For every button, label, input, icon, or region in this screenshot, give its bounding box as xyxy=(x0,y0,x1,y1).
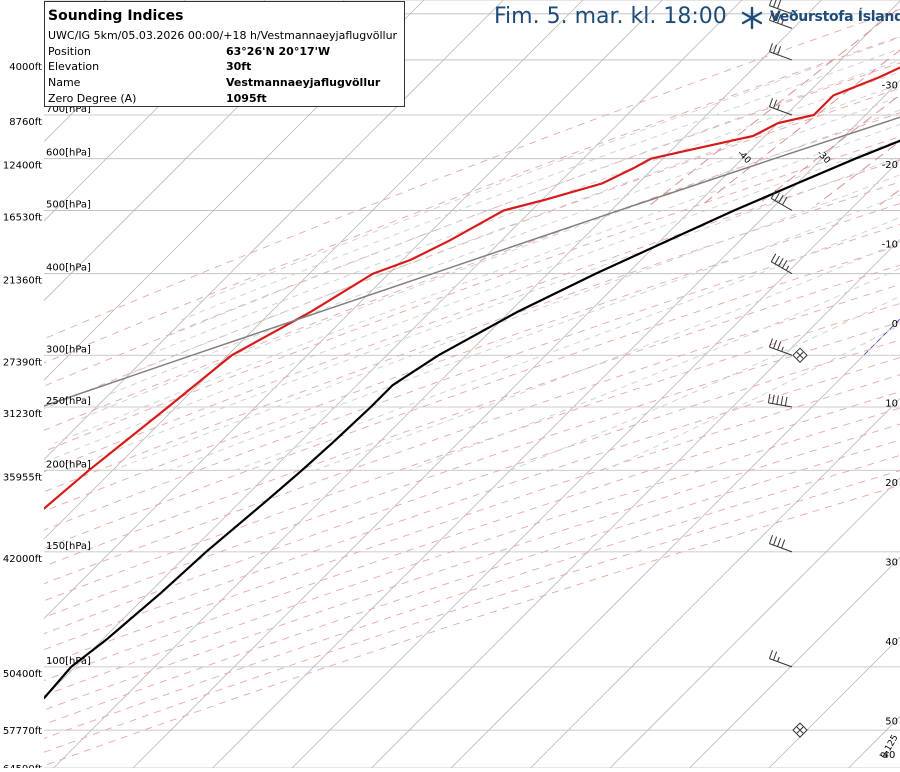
pressure-label: 600[hPa] xyxy=(46,148,91,159)
temperature-tick-label-right: -30 xyxy=(882,81,898,92)
barb-flag xyxy=(769,339,772,347)
pressure-label: 150[hPa] xyxy=(46,541,91,552)
barb-flag xyxy=(773,395,775,404)
info-value: Vestmannaeyjaflugvöllur xyxy=(226,76,380,89)
snowflake-logo-icon xyxy=(738,5,766,31)
altitude-label: 21360ft xyxy=(3,276,42,287)
wind-barb xyxy=(769,43,792,60)
barb-half-flag xyxy=(782,347,784,352)
barb-flag xyxy=(777,395,779,404)
info-label: Zero Degree (A) xyxy=(48,92,136,105)
altitude-label: 42000ft xyxy=(3,554,42,565)
altitude-label: 31230ft xyxy=(3,409,42,420)
info-value: 63°26'N 20°17'W xyxy=(226,45,330,58)
info-label: Position xyxy=(48,45,91,58)
barb-half-flag xyxy=(778,105,780,110)
info-value: 1095ft xyxy=(226,92,267,105)
info-row-zero-degree: Zero Degree (A) 1095ft xyxy=(48,92,403,108)
wind-barb xyxy=(768,394,792,407)
wind-barb xyxy=(769,535,792,552)
info-label: Name xyxy=(48,76,80,89)
pressure-label: 500[hPa] xyxy=(46,199,91,210)
altitude-label: 50400ft xyxy=(3,669,42,680)
mixing-ratio-label: 0.125 xyxy=(879,733,900,760)
panel-title: Sounding Indices xyxy=(48,8,183,24)
altitude-label: 12400ft xyxy=(3,161,42,172)
barb-flag xyxy=(774,0,777,7)
pressure-label: 300[hPa] xyxy=(46,344,91,355)
altitude-label: 35955ft xyxy=(3,472,42,483)
barb-flag xyxy=(769,98,772,106)
temperature-tick-label-right: -20 xyxy=(882,160,898,171)
barb-flag xyxy=(769,535,772,543)
temperature-tick-label-right: -10 xyxy=(882,240,898,251)
temperature-tick-label-right: 0 xyxy=(892,319,898,330)
moist-adiabat xyxy=(409,14,900,471)
pressure-label: 400[hPa] xyxy=(46,263,91,274)
panel-subtitle: UWC/IG 5km/05.03.2026 00:00/+18 h/Vestma… xyxy=(48,29,397,42)
barb-flag xyxy=(782,540,785,548)
temperature-tick-label-right: 50 xyxy=(885,717,898,728)
barb-flag xyxy=(778,538,781,546)
barb-flag xyxy=(775,193,780,201)
pressure-label: 100[hPa] xyxy=(46,656,91,667)
forecast-time-headline: Fim. 5. mar. kl. 18:00 xyxy=(494,4,727,29)
barb-staff xyxy=(769,544,792,552)
sounding-indices-panel: Sounding Indices UWC/IG 5km/05.03.2026 0… xyxy=(44,1,405,107)
barb-flag xyxy=(769,0,772,6)
info-row-elevation: Elevation 30ft xyxy=(48,60,403,76)
barb-flag xyxy=(779,195,784,203)
max-wind-marker xyxy=(793,723,807,737)
altitude-label: 64590ft xyxy=(3,764,42,768)
barb-staff xyxy=(769,659,792,667)
tropopause-marker xyxy=(793,348,807,362)
barb-flag xyxy=(785,397,787,406)
barb-flag xyxy=(775,256,780,264)
dewpoint-line xyxy=(0,14,900,752)
info-row-name: Name Vestmannaeyjaflugvöllur xyxy=(48,76,403,92)
barb-flag xyxy=(778,342,781,350)
altitude-label: 16530ft xyxy=(3,212,42,223)
temperature-line xyxy=(2,14,900,752)
temperature-tick-label-right: 40 xyxy=(885,637,898,648)
barb-flag xyxy=(774,537,777,545)
pressure-label: 250[hPa] xyxy=(46,396,91,407)
barb-flag xyxy=(778,46,781,54)
barb-flag xyxy=(769,650,772,658)
altitude-label: 8760ft xyxy=(9,117,42,128)
info-value: 30ft xyxy=(226,60,251,73)
brand-name: Veðurstofa Íslands xyxy=(770,9,900,25)
barb-flag xyxy=(778,0,781,8)
barb-flag xyxy=(774,652,777,660)
info-label: Elevation xyxy=(48,60,99,73)
temperature-tick-label-right: 10 xyxy=(885,399,898,410)
barb-flag xyxy=(774,340,777,348)
altitude-label: 27390ft xyxy=(3,357,42,368)
freezing-line xyxy=(864,14,900,356)
altitude-label: 4000ft xyxy=(9,62,42,73)
barb-half-flag xyxy=(778,657,780,662)
barb-flag xyxy=(771,254,776,262)
barb-staff xyxy=(769,107,792,115)
moist-adiabat xyxy=(605,14,900,471)
barb-staff xyxy=(768,403,792,407)
barb-staff xyxy=(769,52,792,60)
barb-half-flag xyxy=(786,266,789,270)
wind-barb xyxy=(769,650,792,667)
temperature-tick-label-right: 20 xyxy=(885,478,898,489)
barb-flag xyxy=(781,396,783,405)
wind-barb xyxy=(769,339,792,356)
pressure-label: 200[hPa] xyxy=(46,459,91,470)
altitude-label: 57770ft xyxy=(3,726,42,737)
temperature-tick-label-right: 30 xyxy=(885,558,898,569)
info-row-position: Position 63°26'N 20°17'W xyxy=(48,45,403,61)
